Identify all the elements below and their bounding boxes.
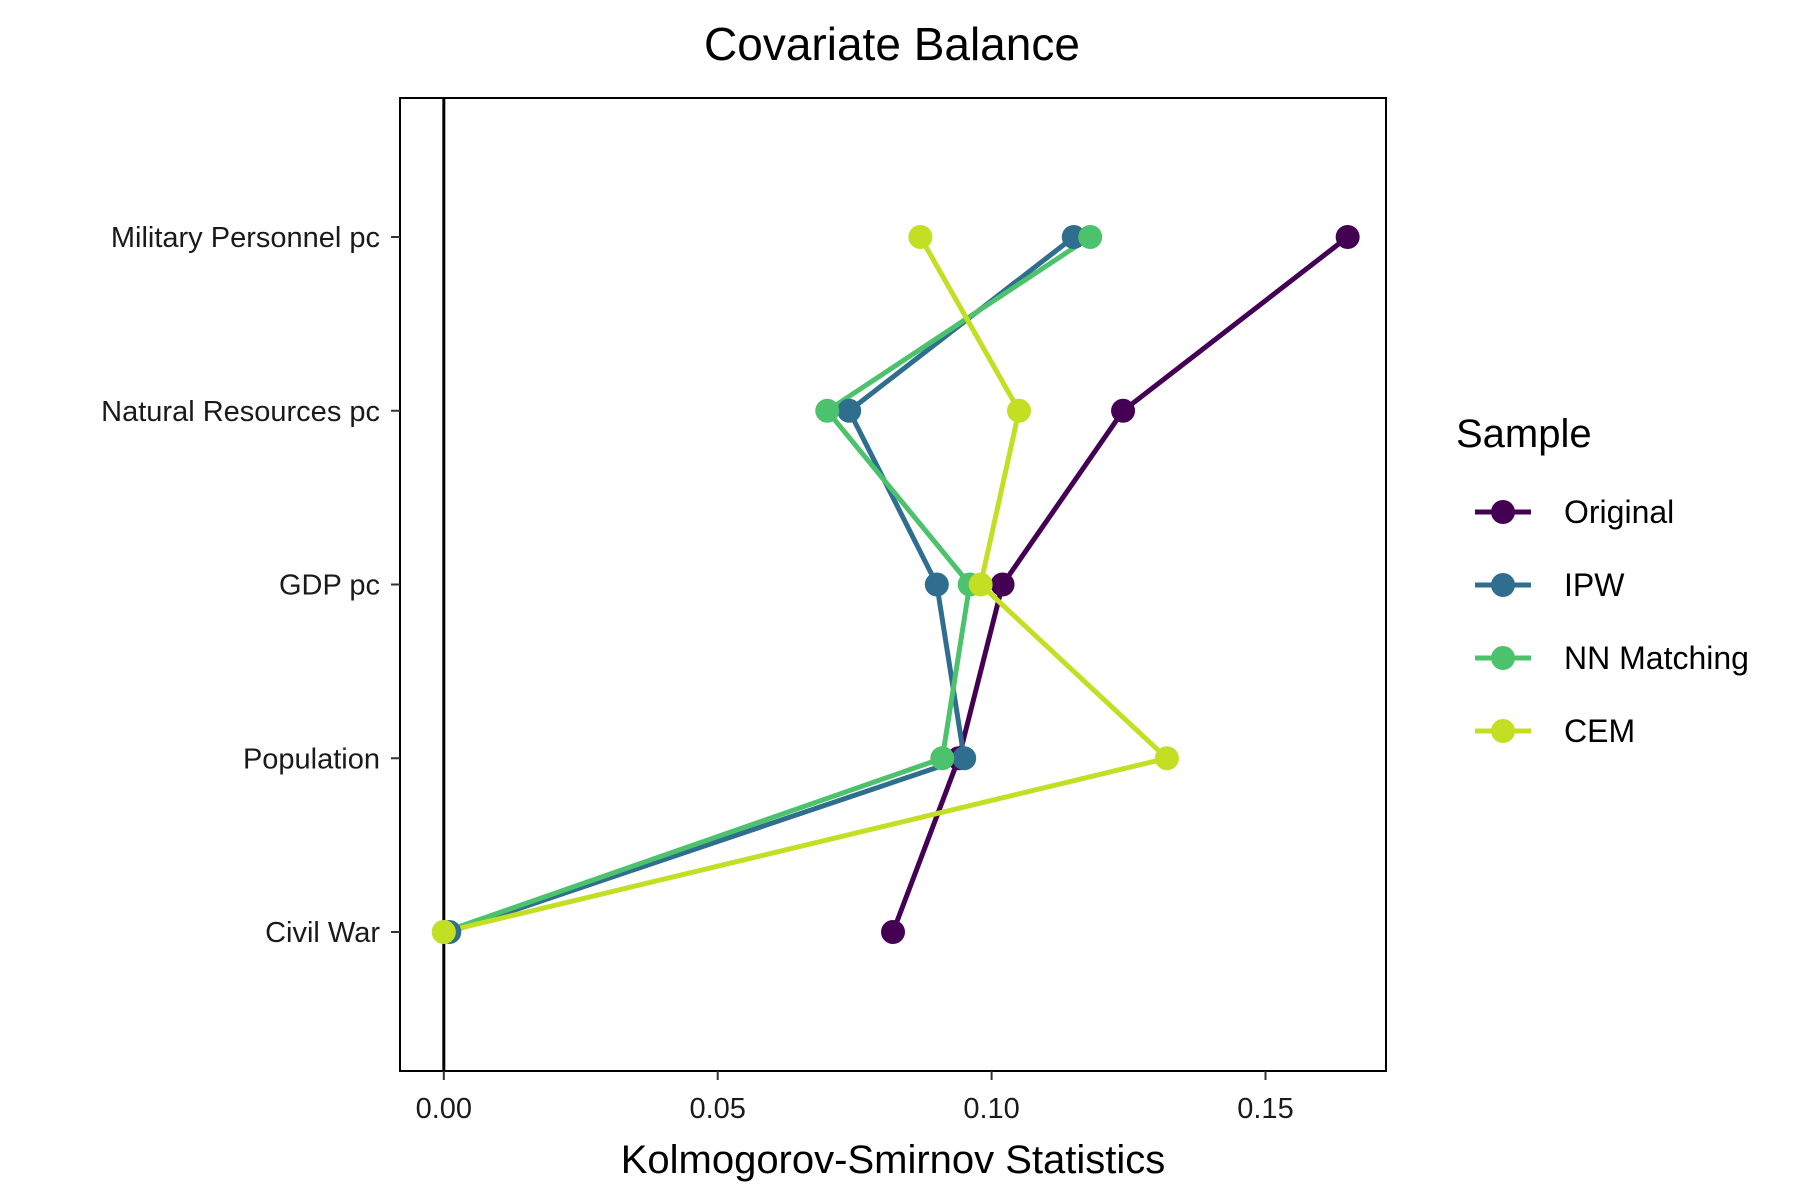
y-tick-label-military-personnel-pc: Military Personnel pc — [111, 222, 380, 254]
legend-label-ipw: IPW — [1564, 567, 1625, 603]
y-axis: Civil War Population GDP pc Natural Resourc… — [101, 222, 400, 949]
point-original-natural-resources-pc — [1111, 398, 1136, 423]
legend-label-nn-matching: NN Matching — [1564, 640, 1749, 676]
legend-key-point-ipw — [1491, 573, 1515, 597]
point-nn-matching-military-personnel-pc — [1078, 225, 1103, 249]
x-tick-label-0-10: 0.10 — [963, 1093, 1019, 1125]
point-original-military-personnel-pc — [1335, 225, 1360, 249]
legend-title: Sample — [1456, 412, 1592, 456]
point-original-gdp-pc — [990, 572, 1015, 597]
chart-title: Covariate Balance — [704, 18, 1080, 70]
y-tick-label-gdp-pc: GDP pc — [279, 570, 380, 602]
y-tick-label-civil-war: Civil War — [265, 917, 380, 949]
x-axis-label: Kolmogorov-Smirnov Statistics — [621, 1138, 1166, 1182]
legend: Sample Original IPW NN Matching CEM — [1456, 412, 1749, 749]
x-axis: 0.00 0.05 0.10 0.15 — [416, 1071, 1294, 1125]
point-original-civil-war — [881, 920, 905, 944]
point-cem-military-personnel-pc — [908, 225, 933, 249]
point-cem-natural-resources-pc — [1006, 398, 1031, 423]
point-ipw-gdp-pc — [924, 572, 949, 597]
legend-label-original: Original — [1564, 494, 1674, 530]
y-tick-label-natural-resources-pc: Natural Resources pc — [101, 396, 380, 428]
legend-key-point-cem — [1491, 719, 1515, 743]
y-tick-label-population: Population — [243, 743, 380, 775]
legend-label-cem: CEM — [1564, 713, 1635, 749]
legend-key-point-original — [1491, 500, 1515, 524]
point-cem-population — [1154, 746, 1179, 771]
point-nn-matching-population — [930, 746, 955, 771]
series-layer — [431, 225, 1360, 944]
x-tick-label-0-00: 0.00 — [416, 1093, 472, 1125]
x-tick-label-0-15: 0.15 — [1237, 1093, 1293, 1125]
point-cem-gdp-pc — [968, 572, 993, 597]
point-ipw-population — [952, 746, 977, 771]
point-nn-matching-natural-resources-pc — [815, 398, 840, 423]
point-cem-civil-war — [431, 920, 456, 944]
legend-key-point-nn-matching — [1491, 646, 1515, 670]
point-ipw-natural-resources-pc — [837, 398, 862, 423]
x-tick-label-0-05: 0.05 — [689, 1093, 745, 1125]
point-ipw-military-personnel-pc — [1061, 225, 1086, 249]
plot-panel — [399, 97, 1387, 1072]
